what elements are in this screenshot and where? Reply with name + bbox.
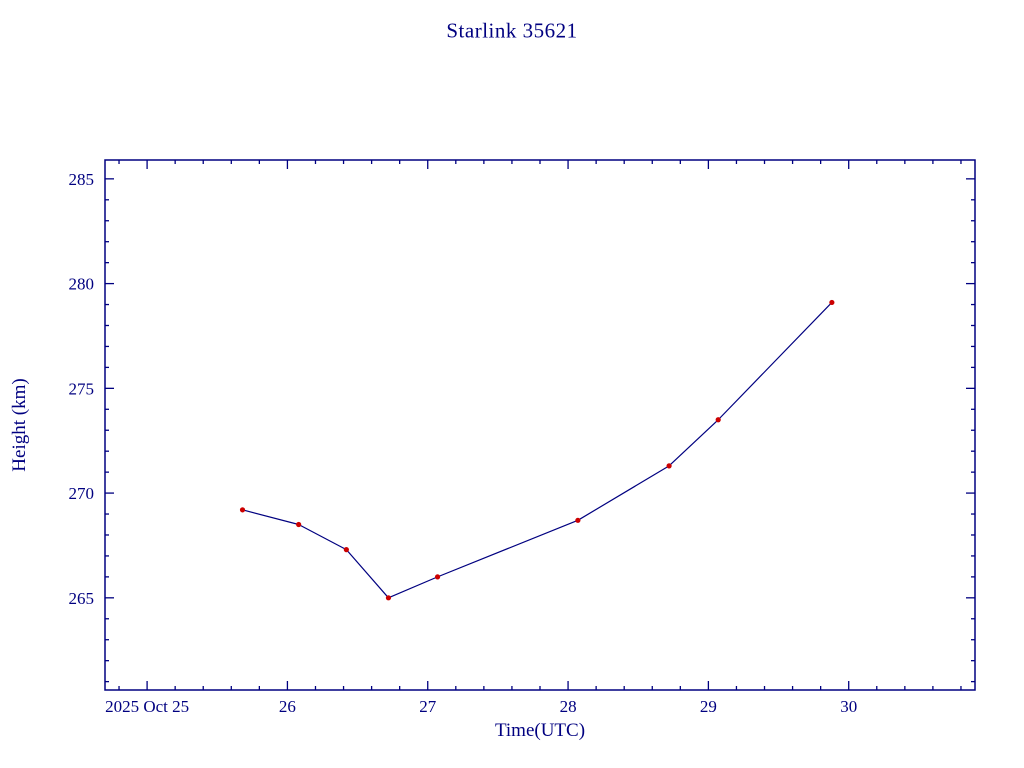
plot-frame	[104, 159, 976, 691]
x-tick-label: 2025 Oct 25	[105, 697, 189, 716]
data-point-marker	[343, 547, 349, 553]
y-tick-label: 280	[69, 275, 95, 294]
data-point-marker	[715, 417, 721, 423]
data-point-marker	[239, 507, 246, 513]
data-point-marker	[296, 521, 302, 528]
height-line	[242, 302, 833, 599]
x-axis-label: Time(UTC)	[494, 720, 586, 741]
chart-title: Starlink 35621	[446, 18, 578, 43]
y-tick-label: 270	[69, 484, 95, 503]
data-point-marker	[666, 463, 672, 469]
data-point-marker	[434, 574, 441, 580]
x-tick-label: 30	[840, 697, 857, 716]
y-tick-label: 285	[69, 170, 95, 189]
x-tick-label: 29	[700, 697, 717, 716]
y-tick-label: 265	[69, 589, 95, 608]
x-tick-label: 27	[419, 697, 437, 716]
data-point-marker	[385, 595, 392, 601]
x-tick-label: 26	[279, 697, 296, 716]
y-tick-label: 275	[69, 379, 95, 398]
x-tick-label: 28	[560, 697, 577, 716]
data-point-marker	[829, 299, 835, 306]
data-point-marker	[575, 517, 581, 523]
